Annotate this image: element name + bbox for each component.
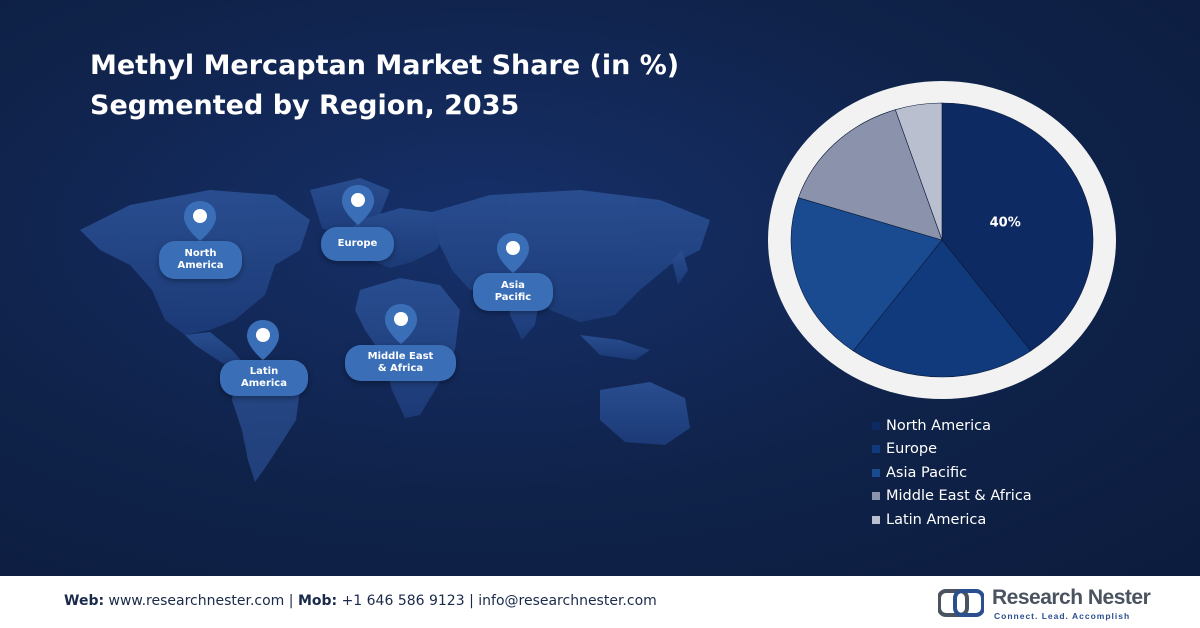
title-line-2: Segmented by Region, 2035 xyxy=(90,90,520,121)
brand-logo: Research Nester Connect. Lead. Accomplis… xyxy=(937,585,1151,621)
web-link[interactable]: www.researchnester.com xyxy=(108,593,285,609)
research-nester-logo-icon xyxy=(937,588,985,618)
legend-label: Asia Pacific xyxy=(886,464,968,481)
chart-legend: North America Europe Asia Pacific Middle Ea… xyxy=(872,414,1032,532)
title-line-1: Methyl Mercaptan Market Share (in %) xyxy=(90,50,680,81)
pie-slice-middle-east-africa xyxy=(798,109,943,241)
contact-line: Web: www.researchnester.com | Mob: +1 64… xyxy=(64,593,657,609)
pie-slice-europe xyxy=(852,239,1032,378)
legend-item: Asia Pacific xyxy=(872,461,1032,485)
brand-name: Research Nester xyxy=(992,586,1151,609)
separator: | xyxy=(469,593,474,609)
region-label-europe: Europe xyxy=(321,227,394,261)
legend-swatch xyxy=(872,492,880,501)
infographic-panel: Methyl Mercaptan Market Share (in %) Seg… xyxy=(0,0,1200,576)
legend-item: Europe xyxy=(872,438,1032,462)
legend-label: Middle East & Africa xyxy=(886,488,1032,505)
legend-label: North America xyxy=(886,417,991,434)
legend-swatch xyxy=(872,421,880,430)
legend-label: Latin America xyxy=(886,511,987,528)
pie-slice-north-america xyxy=(941,102,1094,352)
legend-item: Latin America xyxy=(872,508,1032,532)
page-title: Methyl Mercaptan Market Share (in %) Seg… xyxy=(90,46,730,126)
footer: Web: www.researchnester.com | Mob: +1 64… xyxy=(0,576,1200,628)
legend-item: Middle East & Africa xyxy=(872,485,1032,509)
location-pin-icon xyxy=(384,303,418,345)
legend-swatch xyxy=(872,515,880,524)
legend-item: North America xyxy=(872,414,1032,438)
legend-swatch xyxy=(872,468,880,477)
location-pin-icon xyxy=(341,184,375,226)
phone-number[interactable]: +1 646 586 9123 xyxy=(341,593,465,609)
pie-slice-asia-pacific xyxy=(790,197,943,352)
legend-label: Europe xyxy=(886,441,937,458)
region-label-north-america: North America xyxy=(159,241,242,279)
location-pin-icon xyxy=(183,200,217,242)
legend-swatch xyxy=(872,445,880,454)
pie-slice-latin-america xyxy=(894,102,943,241)
location-pin-icon xyxy=(246,319,280,361)
web-label: Web: xyxy=(64,593,105,609)
pie-chart-svg: 40% xyxy=(768,81,1116,399)
location-pin-icon xyxy=(496,232,530,274)
mob-label: Mob: xyxy=(297,593,338,609)
pie-data-label: 40% xyxy=(990,215,1021,230)
email-link[interactable]: info@researchnester.com xyxy=(478,593,657,609)
pie-chart: 40% xyxy=(766,79,1118,401)
region-label-mea: Middle East & Africa xyxy=(345,345,456,381)
region-label-latin-america: Latin America xyxy=(220,360,308,396)
region-label-asia-pacific: Asia Pacific xyxy=(473,273,553,311)
separator: | xyxy=(288,593,294,609)
brand-tagline: Connect. Lead. Accomplish xyxy=(994,611,1131,621)
